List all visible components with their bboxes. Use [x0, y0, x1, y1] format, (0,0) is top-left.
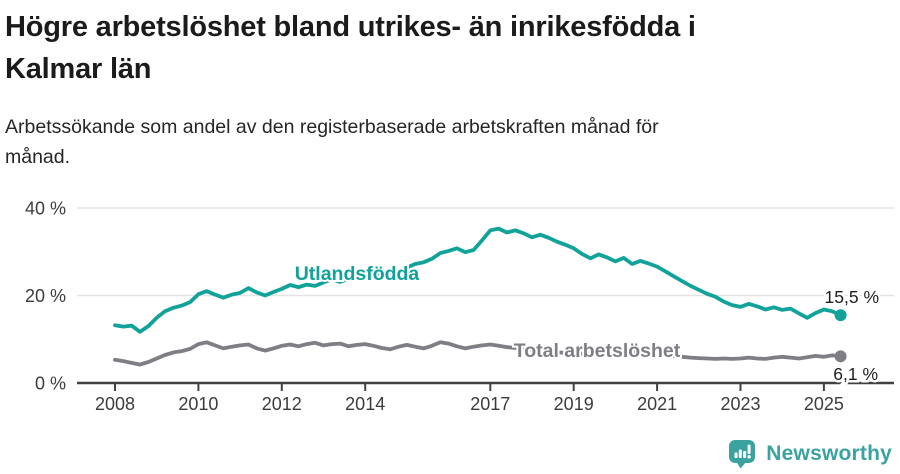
logo-bubble: [729, 440, 756, 463]
x-tick-label-2014: 2014: [345, 394, 385, 414]
x-tick-label-2021: 2021: [637, 394, 677, 414]
series-end-value-total-arbetsloshet: 6,1 %: [833, 364, 878, 384]
page-title: Högre arbetslöshet bland utrikes- än inr…: [5, 6, 865, 90]
x-tick-label-2019: 2019: [554, 394, 594, 414]
x-tick-label-2017: 2017: [470, 394, 510, 414]
x-tick-label-2008: 2008: [95, 394, 135, 414]
series-end-value-utlandsfodda: 15,5 %: [825, 287, 879, 307]
logo-bar-2: [739, 449, 743, 458]
logo-bar-3: [743, 451, 747, 458]
x-tick-label-2025: 2025: [804, 394, 844, 414]
y-tick-label-20: 20 %: [25, 286, 66, 306]
title-line-2: Kalmar län: [5, 53, 152, 85]
y-tick-label-0: 0 %: [35, 374, 66, 394]
series-line-total-arbetsloshet: [113, 340, 843, 367]
logo-exclamation-bar: [747, 444, 751, 454]
subtitle-line-2: månad.: [5, 146, 71, 168]
series-label-utlandsfodda: Utlandsfödda: [295, 263, 420, 285]
logo-bubble-tail: [736, 461, 748, 469]
newsworthy-logo: Newsworthy: [728, 439, 892, 469]
chart-subtitle: Arbetssökande som andel av den registerb…: [5, 112, 865, 172]
series-label-total-arbetsloshet: Total arbetslöshet: [514, 340, 681, 362]
x-tick-label-2023: 2023: [720, 394, 760, 414]
title-line-1: Högre arbetslöshet bland utrikes- än inr…: [5, 11, 696, 43]
logo-bar-1: [734, 452, 738, 458]
newsworthy-logo-text: Newsworthy: [766, 442, 892, 465]
series-end-dot-utlandsfodda: [834, 309, 847, 322]
series-end-dot-total-arbetsloshet: [834, 350, 847, 363]
newsworthy-logo-icon: [729, 440, 756, 469]
subtitle-line-1: Arbetssökande som andel av den registerb…: [5, 116, 659, 138]
x-tick-label-2010: 2010: [178, 394, 218, 414]
logo-exclamation-dot: [747, 455, 752, 459]
x-tick-label-2012: 2012: [262, 394, 302, 414]
y-tick-label-40: 40 %: [25, 199, 66, 219]
series-line-utlandsfodda: [113, 226, 843, 334]
